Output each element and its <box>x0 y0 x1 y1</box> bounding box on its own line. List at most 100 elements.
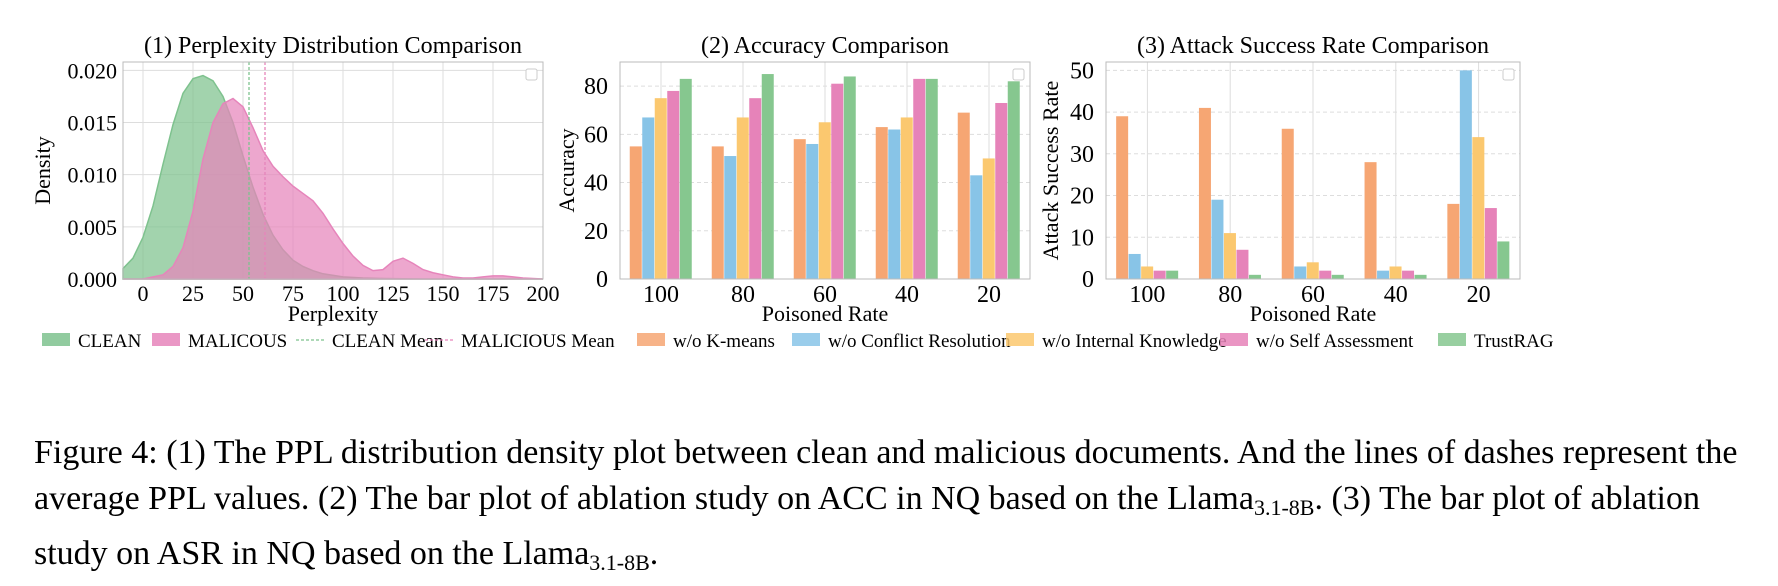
empty-legend-box <box>525 68 538 81</box>
attack-success-bar-chart: 100 80 60 40 20 0 10 20 30 40 50 (3) Attack Success… <box>1038 33 1521 326</box>
bar <box>875 127 888 279</box>
bar <box>679 78 692 279</box>
x-tick-label: 0 <box>138 281 149 306</box>
x-tick-label: 80 <box>1218 282 1242 308</box>
x-tick-label: 125 <box>377 281 410 306</box>
bar <box>982 158 995 279</box>
bar <box>1377 270 1390 279</box>
bar <box>1141 266 1154 279</box>
bar <box>900 117 913 279</box>
bar <box>1497 241 1510 279</box>
x-tick-label: 100 <box>643 282 679 308</box>
x-tick-label: 100 <box>327 281 360 306</box>
y-tick-label: 40 <box>1070 100 1094 126</box>
x-tick-label: 40 <box>895 282 919 308</box>
caption-part-2: . (3) The bar plot of ablation study on … <box>34 480 1701 572</box>
x-tick-label: 20 <box>1467 282 1491 308</box>
y-tick-label: 80 <box>584 74 608 100</box>
bar <box>1306 262 1319 279</box>
accuracy-bar-chart: 100 80 60 40 20 0 20 40 60 80 (2) Accuracy Compari… <box>554 33 1031 326</box>
bar <box>1211 199 1224 279</box>
bar <box>1459 70 1472 279</box>
y-tick-label: 30 <box>1070 142 1094 168</box>
bar <box>1472 137 1485 279</box>
caption-subscript-1: 3.1-8B <box>1253 495 1315 520</box>
legend-label: w/o Self Assessment <box>1256 331 1414 352</box>
y-axis-label: Attack Success Rate <box>1038 81 1063 261</box>
empty-legend-box <box>1012 68 1025 81</box>
bar <box>1116 116 1129 279</box>
x-tick-label: 25 <box>182 281 204 306</box>
bar <box>749 98 762 280</box>
x-tick-label: 50 <box>232 281 254 306</box>
legend-label: w/o Internal Knowledge <box>1042 331 1227 352</box>
bar <box>1281 128 1294 279</box>
bar <box>1319 270 1332 279</box>
chart-title: (1) Perplexity Distribution Comparison <box>144 33 522 59</box>
legend-label: w/o Conflict Resolution <box>828 331 1011 352</box>
bar <box>913 78 926 279</box>
bar <box>957 112 970 279</box>
y-tick-label: 0.010 <box>68 163 118 188</box>
x-tick-label: 200 <box>527 281 560 306</box>
bar <box>724 156 737 279</box>
bar <box>843 76 856 279</box>
bar <box>642 117 655 279</box>
bar <box>888 129 901 279</box>
x-axis-label: Poisoned Rate <box>1250 301 1377 326</box>
y-tick-label: 50 <box>1070 58 1094 84</box>
bar <box>831 83 844 279</box>
bar <box>1166 270 1179 279</box>
legend-label: MALICIOUS Mean <box>461 331 615 352</box>
malicious-density-area <box>123 97 544 280</box>
x-tick-label: 40 <box>1384 282 1408 308</box>
bar <box>1236 249 1249 279</box>
perplexity-density-chart: 0 25 50 75 100 125 150 175 200 0.000 0.005 0.010 0.0… <box>30 33 560 326</box>
legend-label: CLEAN <box>78 331 142 352</box>
bar <box>995 102 1008 279</box>
caption-part-3: . <box>649 535 659 572</box>
bar <box>1128 253 1141 279</box>
y-axis-label: Density <box>30 136 55 204</box>
bar <box>1153 270 1166 279</box>
figure: 0 25 50 75 100 125 150 175 2000.0000.0050.0100.0… <box>30 33 1554 352</box>
legend: CLEAN MALICOUS CLEAN Mean MALICIOUS Mean w/o… <box>42 331 1554 352</box>
bar <box>1007 81 1020 280</box>
figure-caption: Figure 4: (1) The PPL distribution densi… <box>34 430 1764 586</box>
x-tick-label: 75 <box>282 281 304 306</box>
caption-subscript-2: 3.1-8B <box>589 550 650 575</box>
y-tick-label: 20 <box>1070 184 1094 210</box>
chart-title: (2) Accuracy Comparison <box>701 33 949 59</box>
bar <box>1223 233 1236 279</box>
caption-part-1: Figure 4: (1) The PPL distribution densi… <box>34 434 1738 517</box>
x-tick-label: 150 <box>427 281 460 306</box>
bar <box>1447 203 1460 279</box>
y-tick-label: 60 <box>584 122 608 148</box>
x-tick-label: 80 <box>731 282 755 308</box>
bar <box>1294 266 1307 279</box>
plot-frame <box>1105 61 1521 280</box>
y-tick-label: 10 <box>1070 225 1094 251</box>
y-tick-label: 0.015 <box>68 111 118 136</box>
legend-swatch <box>42 333 70 346</box>
legend-swatch <box>1220 333 1248 346</box>
legend-label: MALICOUS <box>188 331 287 352</box>
y-tick-label: 0.005 <box>68 215 118 240</box>
plot-frame <box>619 61 1031 280</box>
bar <box>925 78 938 279</box>
y-tick-label: 20 <box>584 219 608 245</box>
bar <box>736 117 749 279</box>
bar <box>806 143 819 279</box>
legend-swatch <box>152 333 180 346</box>
bar <box>711 146 724 279</box>
bar <box>654 98 667 280</box>
y-tick-label: 0.020 <box>68 58 118 83</box>
y-tick-label: 40 <box>584 171 608 197</box>
y-tick-label: 0.000 <box>68 267 118 292</box>
bar <box>629 146 642 279</box>
bar <box>1414 274 1427 279</box>
bar <box>1248 274 1261 279</box>
y-axis-label: Accuracy <box>554 128 579 212</box>
bar <box>761 74 774 279</box>
chart-title: (3) Attack Success Rate Comparison <box>1137 33 1489 59</box>
